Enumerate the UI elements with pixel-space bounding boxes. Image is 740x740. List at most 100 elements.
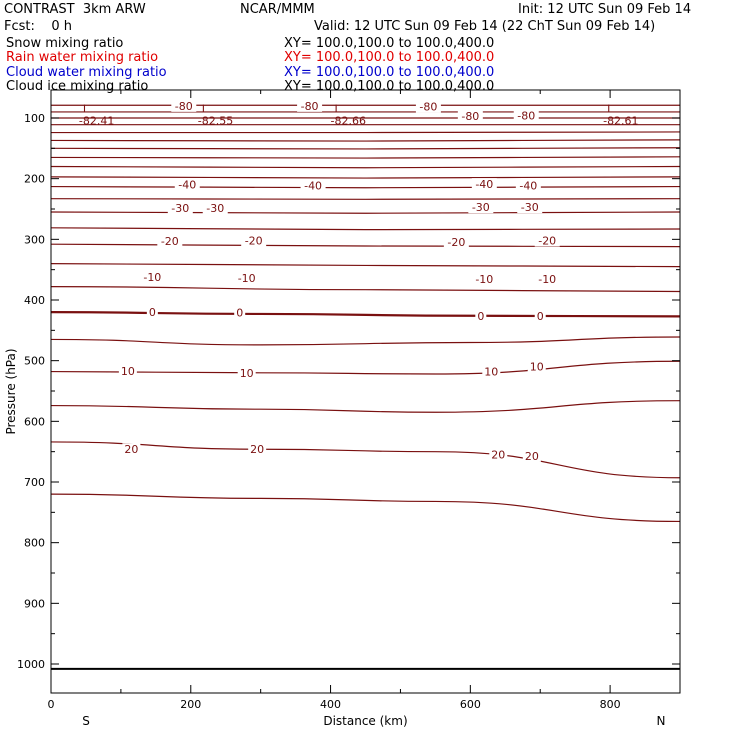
contour-label: -10 (475, 273, 493, 286)
contour-label-bg (174, 178, 200, 191)
contour-label-bg (118, 364, 137, 377)
contour-line (51, 185, 680, 189)
plot-frame (50, 89, 681, 694)
init-time: Init: 12 UTC Sun 09 Feb 14 (518, 2, 692, 17)
contour-line (51, 263, 680, 268)
contour-label-bg (415, 100, 441, 113)
contour-label-bg (297, 99, 323, 112)
x-tick-label: 200 (180, 698, 201, 711)
field-range: XY= 100.0,100.0 to 100.0,400.0 (284, 50, 495, 65)
contour-label-bg (534, 309, 546, 322)
low-marker: L (83, 103, 90, 116)
contour-label-bg (234, 306, 246, 319)
x-tick-label: 800 (600, 698, 621, 711)
y-tick-label: 400 (24, 294, 45, 307)
contour-label: 10 (121, 365, 135, 378)
contour-label-bg (300, 179, 326, 192)
y-axis-label: Pressure (hPa) (4, 348, 18, 434)
contour-line (51, 441, 680, 479)
contour-label: 0 (149, 306, 156, 319)
contour-label: 20 (525, 450, 539, 463)
contour-label: 20 (250, 443, 264, 456)
contour-label-bg (248, 443, 267, 456)
contour-label: -10 (143, 271, 161, 284)
contour-label: -10 (538, 273, 556, 286)
contour-label-bg (522, 449, 541, 462)
low-marker: L (202, 103, 209, 116)
contour-label: -80 (175, 100, 193, 113)
field-name: Rain water mixing ratio (6, 50, 159, 65)
contour-label: 0 (236, 307, 243, 320)
contour-line (51, 227, 680, 231)
contour-line (51, 211, 680, 214)
contour-label: 0 (477, 310, 484, 323)
chart-center: NCAR/MMM (240, 2, 315, 17)
y-tick-label: 200 (24, 173, 45, 186)
contour-label: -40 (304, 179, 322, 192)
contour-label: -20 (161, 235, 179, 248)
contour-label: 10 (484, 366, 498, 379)
x-tick-label: 0 (48, 698, 55, 711)
valid-time: Valid: 12 UTC Sun 09 Feb 14 (22 ChT Sun … (314, 19, 656, 34)
contour-label: -30 (171, 202, 189, 215)
contour-label: 10 (240, 367, 254, 380)
contour-label: -80 (301, 100, 319, 113)
contour-group: -80 -80 -80 -80 -80 -40 -40 -40 -40 -30 -30 -30 -30 -… (51, 99, 680, 523)
contour-label-bg (471, 178, 497, 191)
contour-label: 20 (491, 449, 505, 462)
contour-line (51, 311, 680, 318)
contour-label-bg (515, 179, 541, 192)
y-tick-label: 800 (24, 537, 45, 550)
low-value: -82.66 (331, 115, 366, 128)
south-label: S (82, 714, 90, 728)
contour-line (51, 156, 680, 159)
contour-label-bg (457, 110, 483, 123)
contour-label: -80 (461, 110, 479, 123)
north-label: N (657, 714, 666, 728)
contour-line (51, 493, 680, 523)
y-tick-label: 300 (24, 233, 45, 246)
contour-line (51, 198, 680, 200)
y-tick-label: 900 (24, 597, 45, 610)
low-value: -82.61 (603, 115, 638, 128)
contour-label-bg (475, 309, 487, 322)
contour-label: -80 (517, 110, 535, 123)
x-tick-label: 400 (320, 698, 341, 711)
contour-label: -30 (206, 202, 224, 215)
contour-line (51, 400, 680, 413)
contour-lines (51, 104, 680, 523)
y-tick-label: 600 (24, 415, 45, 428)
contour-label: 10 (530, 361, 544, 374)
contour-label-bg (171, 99, 197, 112)
y-tick-label: 500 (24, 355, 45, 368)
contour-line (51, 139, 680, 142)
contour-line (51, 336, 680, 346)
field-range: XY= 100.0,100.0 to 100.0,400.0 (284, 36, 495, 51)
contour-label: -10 (238, 272, 256, 285)
contour-line (51, 176, 680, 179)
contour-line (51, 165, 680, 169)
contour-label-bg (527, 360, 546, 373)
contour-line (51, 147, 680, 150)
contour-label-bg (534, 234, 560, 247)
contour-label-bg (122, 443, 141, 456)
contour-label-bg (146, 306, 158, 319)
contour-label-bg (517, 201, 543, 214)
field-name: Cloud water mixing ratio (6, 65, 167, 80)
contour-label-bg (202, 201, 228, 214)
low-marker: L (607, 103, 614, 116)
x-tick-label: 600 (460, 698, 481, 711)
contour-label: -80 (419, 100, 437, 113)
contour-label-bg (482, 365, 501, 378)
contour-label-bg (234, 272, 260, 285)
field-name: Snow mixing ratio (6, 36, 124, 51)
contour-label-bg (534, 272, 560, 285)
contour-label-bg (468, 201, 494, 214)
contour-label-bg (237, 366, 256, 379)
contour-label: -20 (245, 235, 263, 248)
contour-label: 0 (537, 310, 544, 323)
low-marker: L (335, 103, 342, 116)
contour-label-bg (157, 235, 183, 248)
